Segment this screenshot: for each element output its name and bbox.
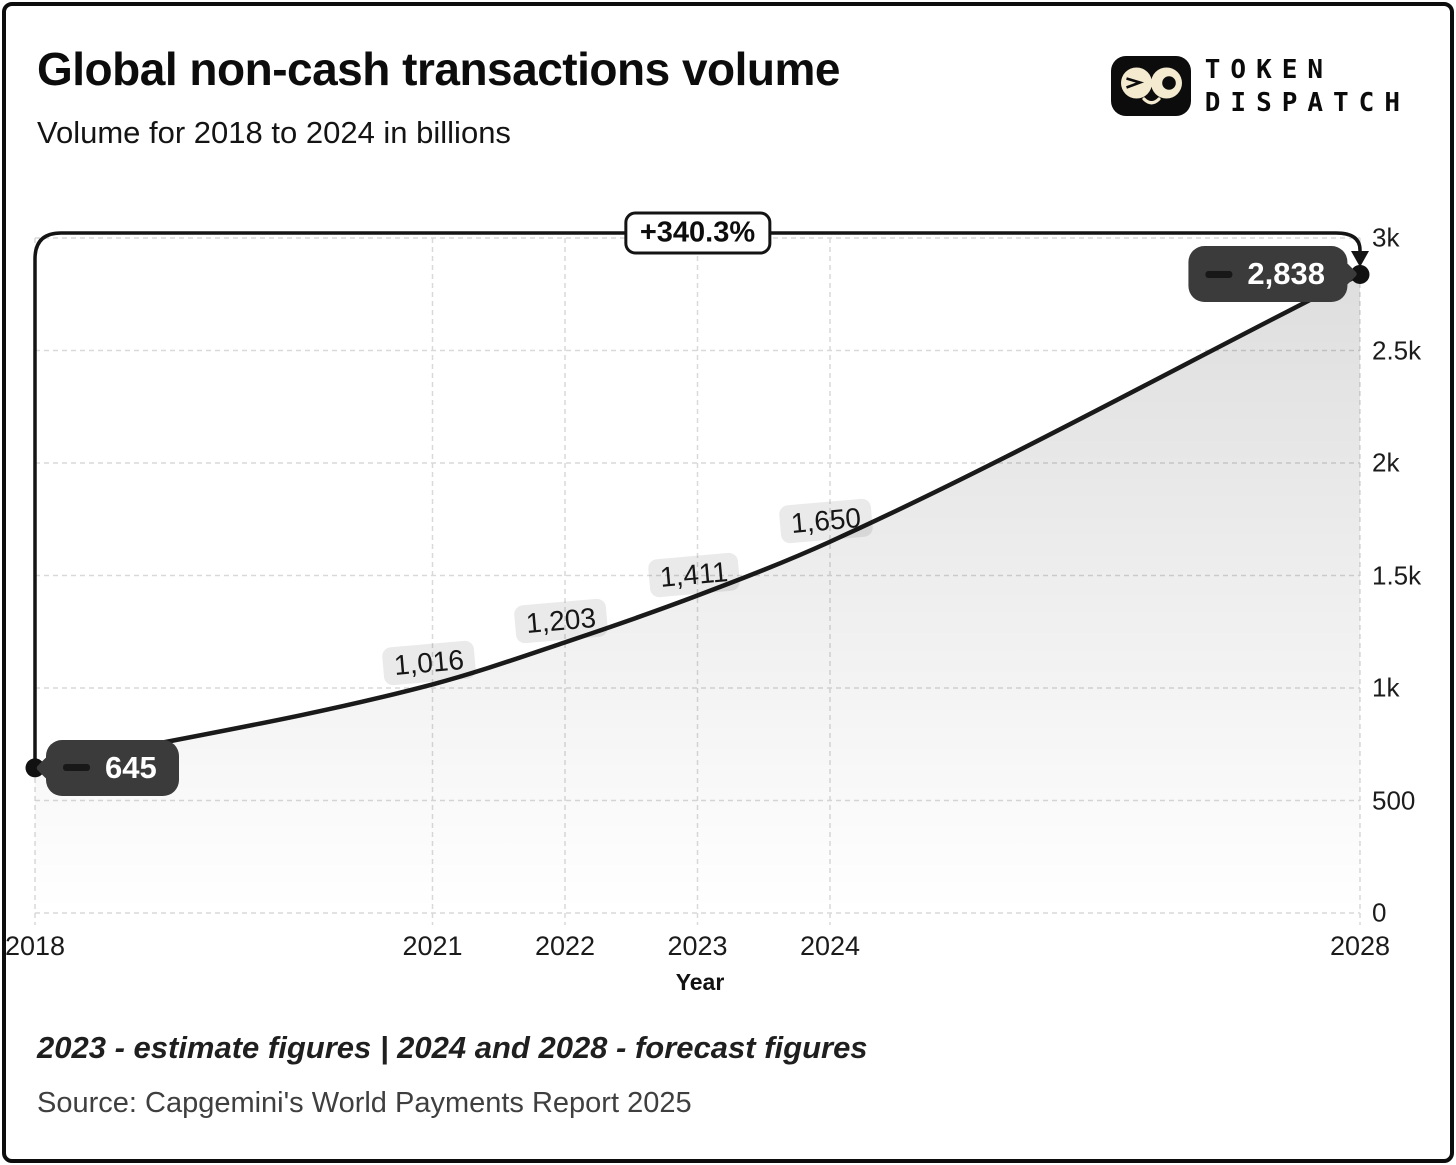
y-tick-label: 0 <box>1372 897 1387 928</box>
value-tag-dark: 645 <box>46 739 179 796</box>
series-line <box>32 272 1363 771</box>
value-tag-dark: 2,838 <box>1188 246 1347 303</box>
x-tick-label: 2024 <box>799 931 861 961</box>
footnote-estimate-forecast: 2023 - estimate figures | 2024 and 2028 … <box>37 1030 868 1065</box>
x-axis-title: Year <box>675 969 725 995</box>
brand-word-token: TOKEN <box>1204 55 1334 85</box>
value-tag-label: 2,838 <box>1247 256 1325 292</box>
minus-icon <box>1205 270 1233 278</box>
y-tick-label: 3k <box>1372 222 1400 253</box>
footnote-source: Source: Capgemini's World Payments Repor… <box>37 1087 692 1119</box>
page-subtitle: Volume for 2018 to 2024 in billions <box>37 115 511 150</box>
brand-word-dispatch: DISPATCH <box>1204 88 1410 118</box>
data-point-dot-last <box>1350 264 1370 284</box>
x-tick-label: 2022 <box>534 931 596 961</box>
page-title: Global non-cash transactions volume <box>37 43 841 95</box>
owl-face-glasses-icon <box>1110 56 1191 116</box>
minus-icon <box>63 764 90 772</box>
y-tick-label: 500 <box>1372 785 1416 815</box>
x-tick-label: 2028 <box>1329 931 1391 961</box>
y-tick-label: 2k <box>1372 447 1400 478</box>
value-tag-light: 1,411 <box>647 551 740 598</box>
growth-annotation: +340.3% <box>623 211 772 255</box>
value-tag-label: 645 <box>105 749 157 785</box>
arrow-down-icon <box>1351 251 1369 267</box>
x-tick-label: 2021 <box>402 931 463 961</box>
y-tick-label: 1k <box>1372 672 1400 703</box>
value-tag-light: 1,650 <box>778 497 874 544</box>
brand-wordmark: TOKEN DISPATCH <box>1205 54 1410 120</box>
y-tick-label: 2.5k <box>1372 335 1422 365</box>
y-tick-label: 1.5k <box>1372 560 1422 590</box>
x-tick-label: 2018 <box>4 931 66 961</box>
x-tick-label: 2023 <box>667 931 728 961</box>
area-fill <box>35 274 1360 913</box>
brand-logo: TOKEN DISPATCH <box>1110 54 1410 120</box>
